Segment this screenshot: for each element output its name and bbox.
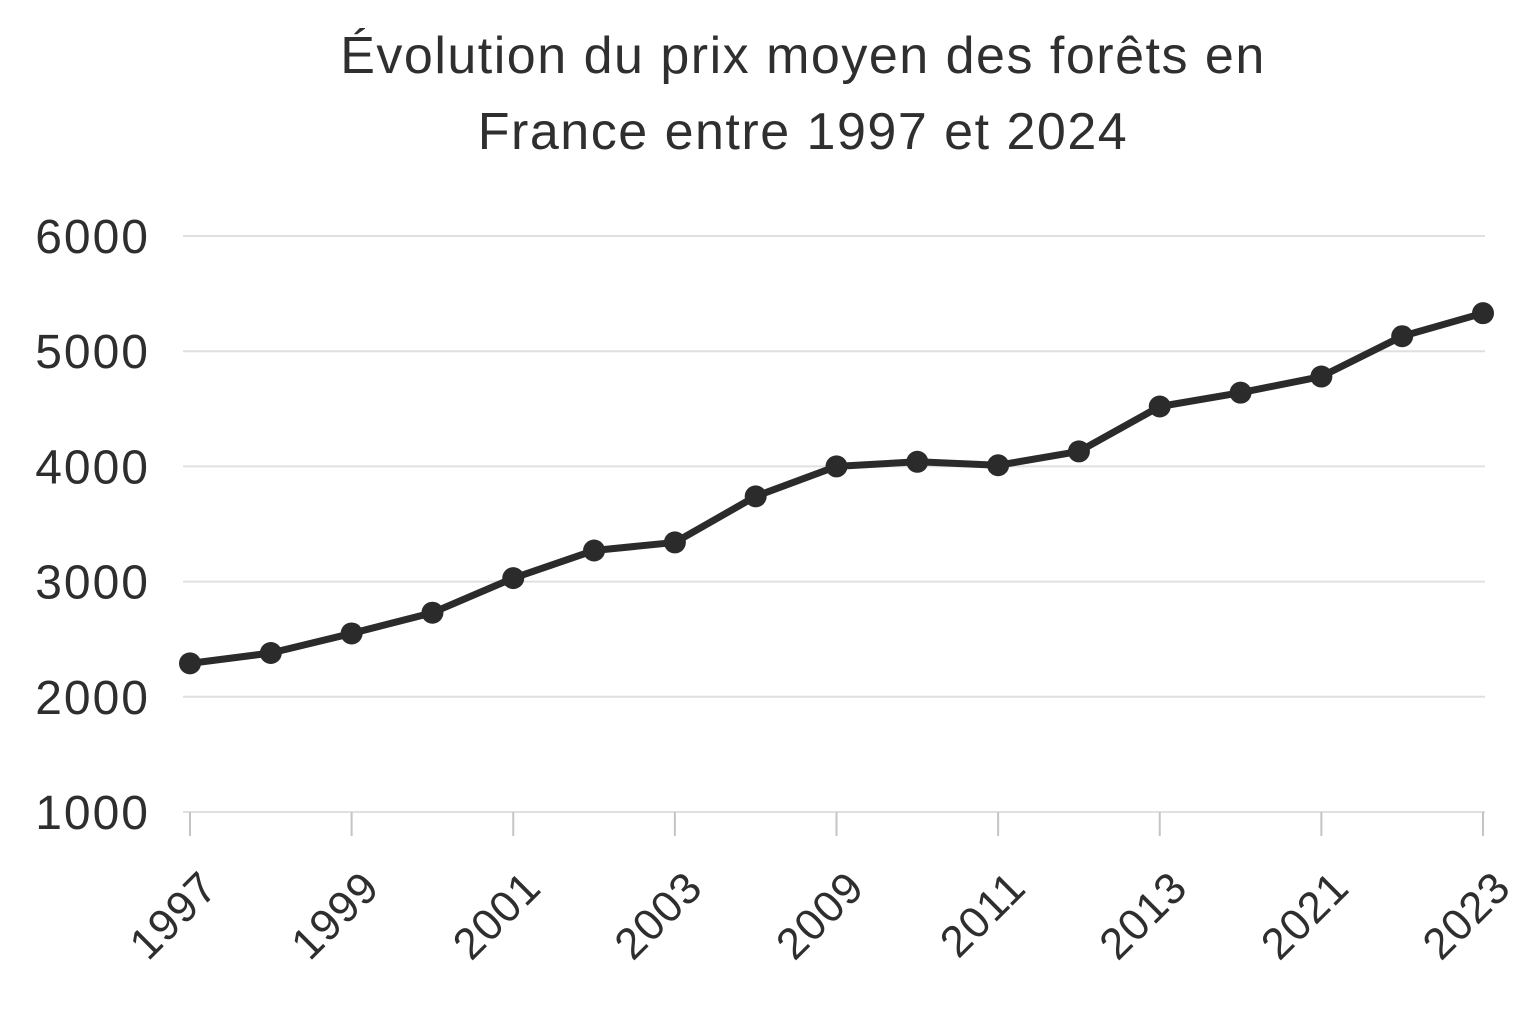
x-axis-label-2001: 2001 xyxy=(444,862,551,969)
x-axis-label-1999: 1999 xyxy=(282,862,389,969)
data-point-2 xyxy=(340,622,363,645)
x-axis-label-2021: 2021 xyxy=(1252,862,1359,969)
data-point-16 xyxy=(1472,302,1494,325)
data-point-1 xyxy=(259,642,282,665)
data-point-15 xyxy=(1391,325,1414,348)
data-point-10 xyxy=(987,454,1010,477)
data-point-13 xyxy=(1229,381,1252,404)
data-point-3 xyxy=(421,601,444,624)
data-point-8 xyxy=(825,455,848,478)
data-point-9 xyxy=(906,450,929,473)
y-axis-label-5000: 5000 xyxy=(35,326,150,379)
chart-title-line2: France entre 1997 et 2024 xyxy=(477,103,1129,161)
y-axis-label-4000: 4000 xyxy=(35,441,150,494)
y-axis-label-2000: 2000 xyxy=(35,672,150,725)
y-axis-label-1000: 1000 xyxy=(35,787,150,840)
data-point-6 xyxy=(663,531,686,554)
y-axis-label-6000: 6000 xyxy=(35,211,150,264)
data-point-12 xyxy=(1148,395,1171,418)
y-axis-label-3000: 3000 xyxy=(35,557,150,610)
x-axis-label-2023: 2023 xyxy=(1413,862,1520,969)
x-axis-label-2011: 2011 xyxy=(931,862,1035,966)
x-axis-label-2009: 2009 xyxy=(767,862,874,969)
data-point-7 xyxy=(744,485,767,508)
x-axis-label-2003: 2003 xyxy=(605,862,712,969)
data-point-11 xyxy=(1067,440,1090,463)
x-axis-label-1997: 1997 xyxy=(120,862,227,969)
data-point-5 xyxy=(583,539,606,562)
data-point-14 xyxy=(1310,365,1333,388)
chart-title: Évolution du prix moyen des forêts en Fr… xyxy=(0,18,1536,170)
data-point-4 xyxy=(502,567,525,590)
chart-title-line1: Évolution du prix moyen des forêts en xyxy=(340,27,1266,85)
x-axis-label-2013: 2013 xyxy=(1090,862,1197,969)
data-point-0 xyxy=(179,652,201,675)
price-series-line xyxy=(186,309,1487,667)
